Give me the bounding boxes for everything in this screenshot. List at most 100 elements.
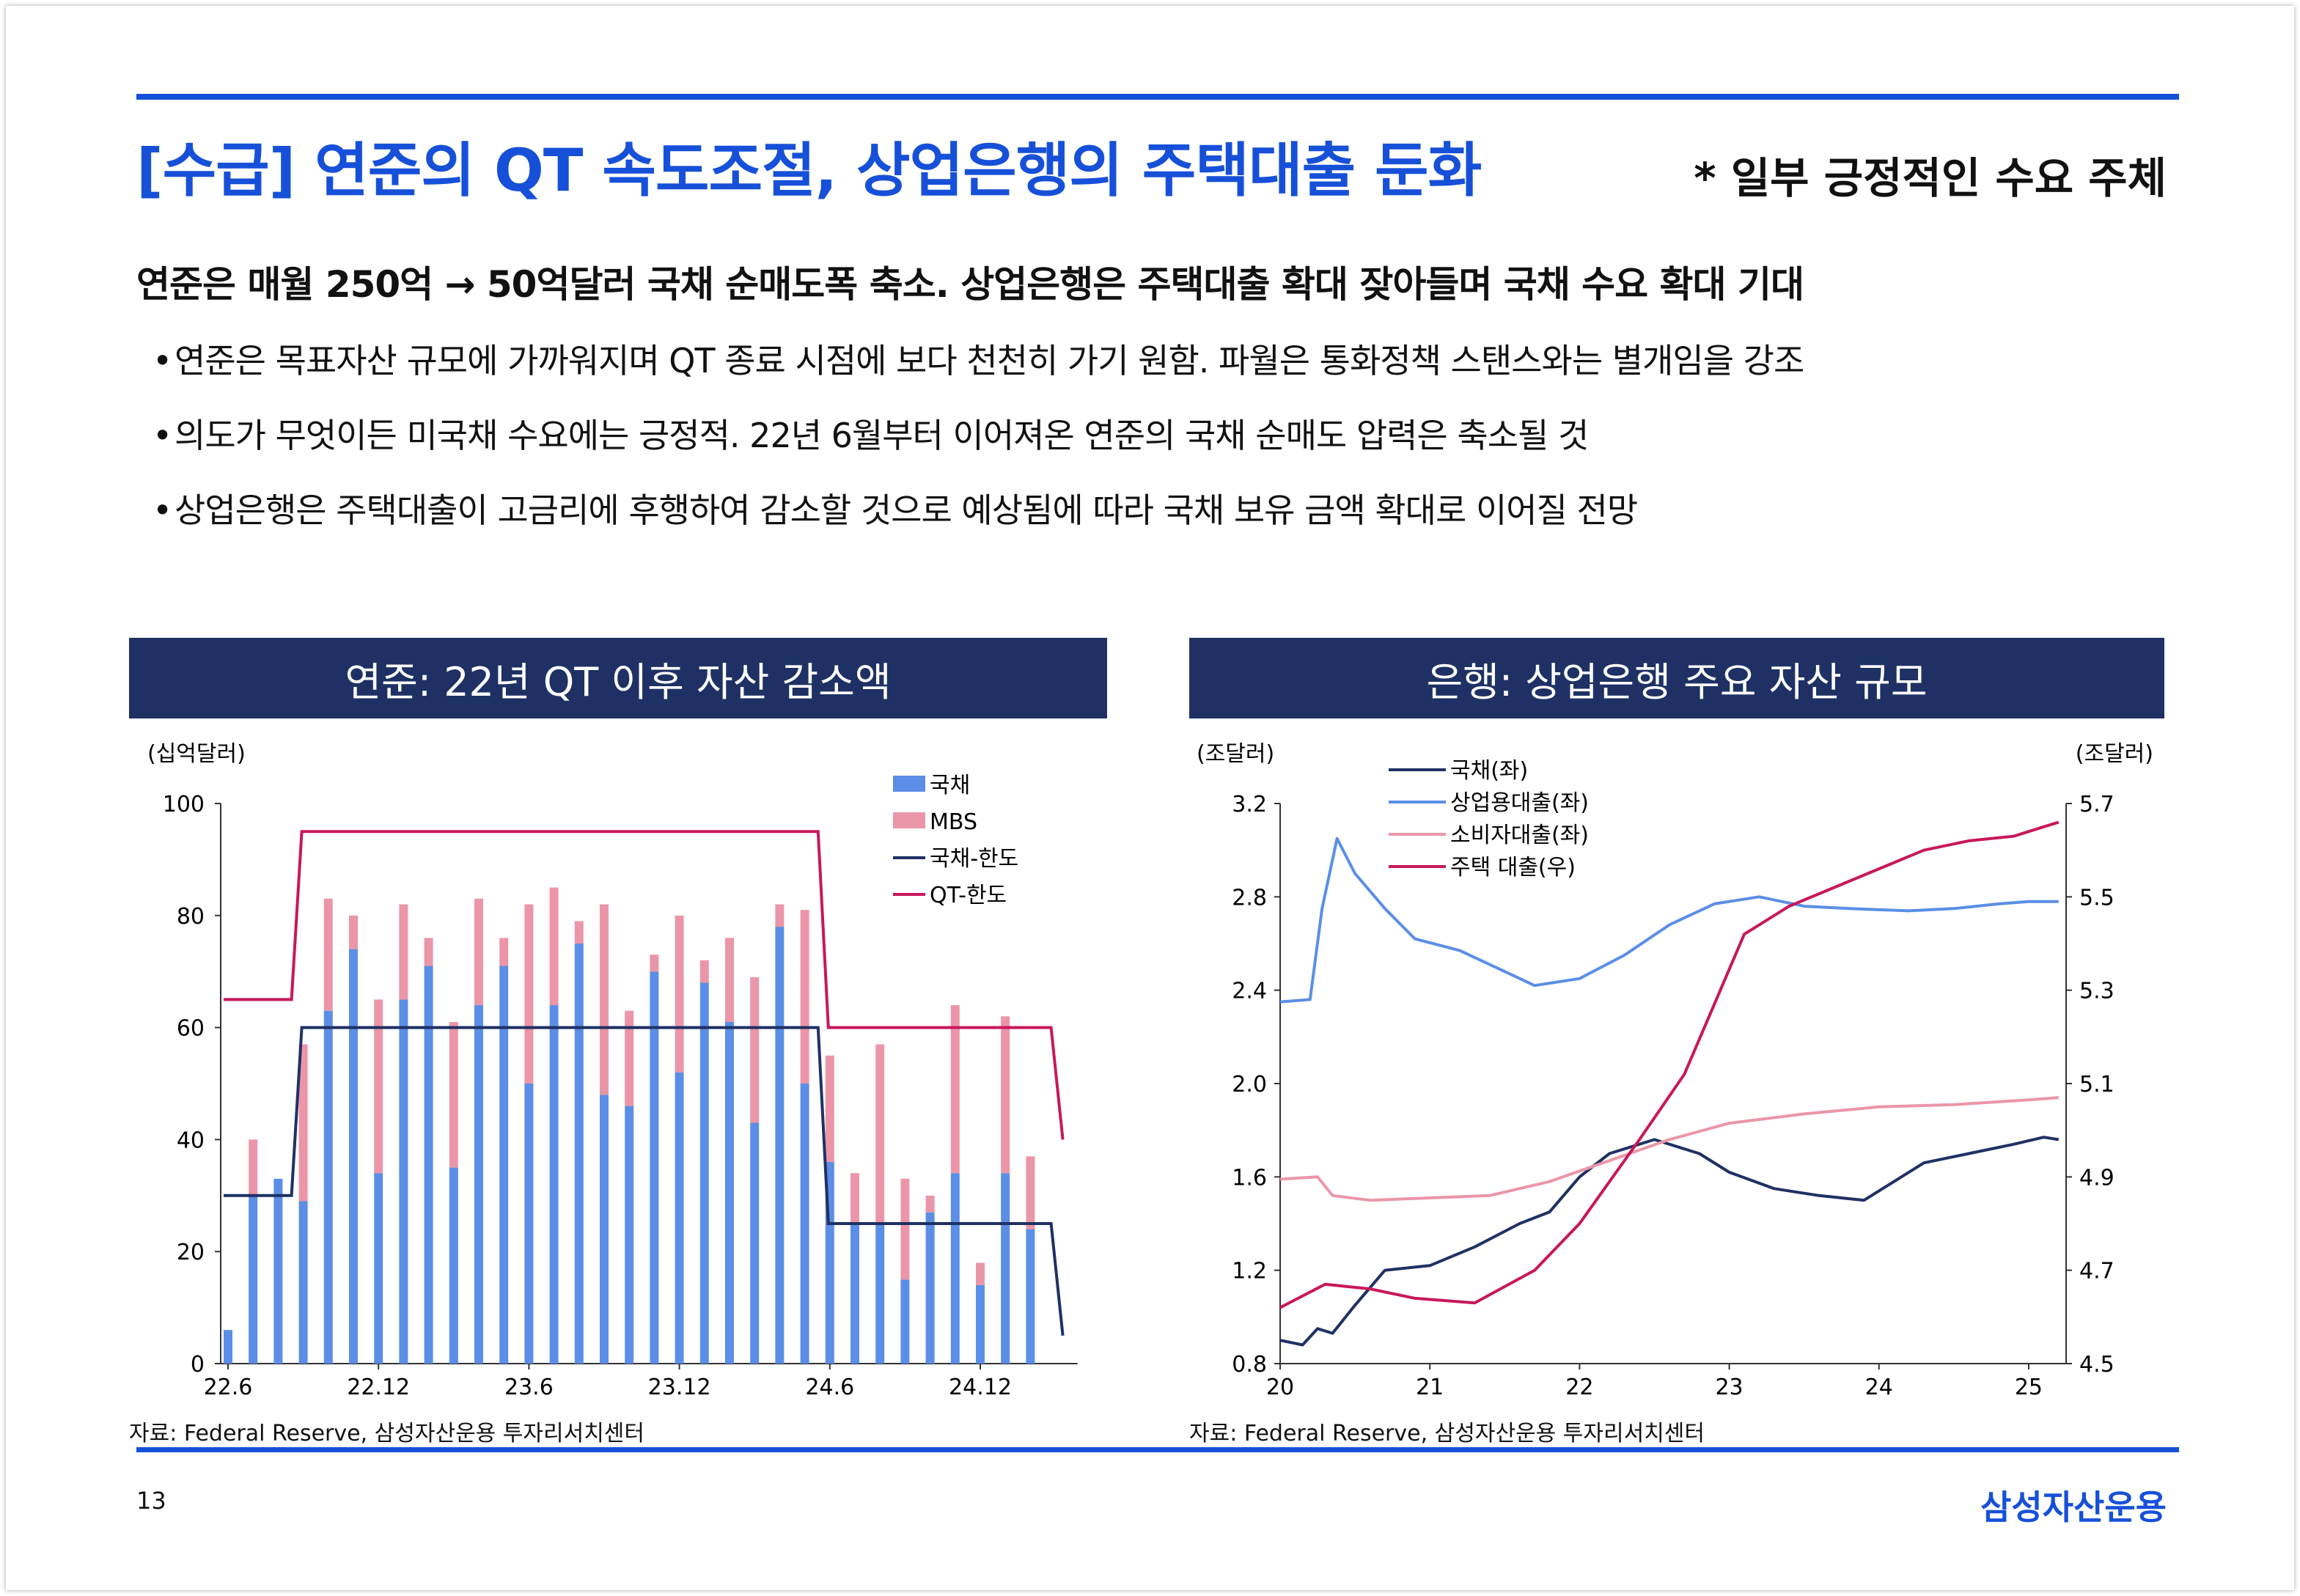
commercial-loan-line xyxy=(1279,836,2059,1004)
right-tick-label: 4.7 xyxy=(2079,1259,2115,1284)
legend-swatch xyxy=(893,776,925,792)
treasury-bar xyxy=(499,966,509,1364)
treasury-bar xyxy=(625,1106,634,1364)
mbs-bar xyxy=(850,1173,859,1224)
treasury-bar xyxy=(349,949,358,1364)
treasury-bar xyxy=(323,1010,333,1364)
mbs-bar xyxy=(925,1195,935,1213)
left-tick-label: 3.2 xyxy=(1232,792,1267,817)
fed-chart-title: 연준: 22년 QT 이후 자산 감소액 xyxy=(129,638,1107,718)
legend-label: 상업용대출(좌) xyxy=(1450,790,1589,816)
legend-swatch xyxy=(893,812,925,828)
mbs-bar xyxy=(600,904,609,1095)
fed-chart-source: 자료: Federal Reserve, 삼성자산운용 투자리서치센터 xyxy=(129,1421,644,1446)
treasury-bar xyxy=(600,1095,609,1364)
legend-label: 주택 대출(우) xyxy=(1450,855,1576,880)
x-tick-label: 23.12 xyxy=(648,1375,711,1400)
treasury-bar xyxy=(976,1285,985,1364)
treasury-bar xyxy=(699,982,709,1364)
mbs-bar xyxy=(374,999,383,1174)
treasury-bar xyxy=(374,1173,383,1364)
y-tick-label: 0 xyxy=(191,1352,205,1378)
right-tick-label: 5.7 xyxy=(2079,792,2115,817)
bullet-item: •연준은 목표자산 규모에 가까워지며 QT 종료 시점에 보다 천천히 가기 … xyxy=(153,334,1804,383)
mbs-bar xyxy=(625,1010,634,1106)
treasury-bar xyxy=(850,1224,859,1364)
legend-label: 소비자대출(좌) xyxy=(1450,823,1589,848)
x-tick-label: 23.6 xyxy=(504,1375,554,1400)
page-title: [수급] 연준의 QT 속도조절, 상업은행의 주택대출 둔화 xyxy=(136,136,1482,205)
mbs-bar xyxy=(976,1262,985,1286)
mbs-bar xyxy=(574,921,584,944)
bottom-rule xyxy=(136,1447,2179,1452)
mbs-bar xyxy=(675,915,684,1073)
x-tick-label: 22.6 xyxy=(204,1375,253,1400)
lead-text: 연준은 매월 250억 → 50억달러 국채 순매도폭 축소. 상업은행은 주택… xyxy=(136,263,1804,306)
mbs-bar xyxy=(298,1044,308,1202)
bank-chart-title: 은행: 상업은행 주요 자산 규모 xyxy=(1189,638,2164,718)
mbs-bar xyxy=(549,887,559,1006)
mbs-bar xyxy=(474,898,483,1006)
treasury-bar xyxy=(925,1212,935,1364)
treasury-bar xyxy=(298,1201,308,1364)
y-axis-unit-label: (십억달러) xyxy=(147,741,246,767)
bullet-text: 연준은 목표자산 규모에 가까워지며 QT 종료 시점에 보다 천천히 가기 원… xyxy=(174,341,1804,380)
mbs-bar xyxy=(800,910,809,1084)
left-tick-label: 2.0 xyxy=(1232,1072,1267,1097)
mbs-bar xyxy=(1026,1156,1035,1229)
page-number: 13 xyxy=(136,1487,166,1515)
mbs-bar xyxy=(1001,1016,1010,1174)
mbs-bar xyxy=(699,960,709,983)
title-note: * 일부 긍정적인 수요 주체 xyxy=(1694,153,2167,203)
mbs-bar xyxy=(650,955,659,972)
x-tick-label: 21 xyxy=(1416,1375,1444,1400)
consumer-loan-line xyxy=(1279,1096,2059,1202)
legend-label: 국채(좌) xyxy=(1450,758,1528,784)
mbs-bar xyxy=(399,904,408,1000)
slide: [수급] 연준의 QT 속도조절, 상업은행의 주택대출 둔화 * 일부 긍정적… xyxy=(6,6,2294,1590)
left-tick-label: 2.4 xyxy=(1232,979,1267,1004)
mortgage-line xyxy=(1279,820,2060,1309)
y-tick-label: 60 xyxy=(177,1016,205,1042)
x-tick-label: 25 xyxy=(2015,1375,2043,1400)
treasury-bar xyxy=(750,1122,760,1364)
right-tick-label: 5.5 xyxy=(2079,885,2115,911)
treasury-bar xyxy=(650,971,659,1364)
left-tick-label: 2.8 xyxy=(1232,885,1267,911)
treasury-bar xyxy=(399,999,408,1364)
fed-qt-chart: (십억달러) 0 20 40 60 80 100 22.6 22.12 23.6 23.12 24.6… xyxy=(147,741,1078,1400)
left-tick-label: 1.2 xyxy=(1232,1259,1267,1284)
treasury-bar xyxy=(574,944,584,1364)
bank-assets-chart: (조달러) (조달러) 0.8 1.2 1.6 2.0 2.4 2.8 3.2 4.5 4.7 4.9… xyxy=(1197,741,2153,1400)
left-axis-unit-label: (조달러) xyxy=(1197,741,1274,767)
treasury-bar xyxy=(424,966,433,1364)
legend-label: QT-한도 xyxy=(930,883,1007,908)
right-tick-label: 5.3 xyxy=(2079,979,2115,1004)
mbs-bar xyxy=(825,1055,834,1162)
treasury-bar xyxy=(875,1224,885,1364)
mbs-bar xyxy=(449,1021,458,1168)
treasury-bar xyxy=(950,1173,960,1364)
treasury-bar xyxy=(900,1279,910,1364)
treasury-line xyxy=(1279,1136,2060,1347)
x-tick-label: 24 xyxy=(1865,1375,1893,1400)
y-tick-label: 40 xyxy=(177,1128,205,1153)
treasury-bar xyxy=(474,1005,483,1364)
treasury-bar xyxy=(449,1167,458,1364)
mbs-bar xyxy=(249,1139,258,1196)
bullet-item: •상업은행은 주택대출이 고금리에 후행하여 감소할 것으로 예상됨에 따라 국… xyxy=(153,484,1638,532)
top-rule xyxy=(136,94,2179,100)
bank-chart-source: 자료: Federal Reserve, 삼성자산운용 투자리서치센터 xyxy=(1189,1421,1705,1446)
treasury-bar xyxy=(249,1195,258,1364)
treasury-bar xyxy=(675,1072,684,1364)
mbs-bar xyxy=(323,898,333,1011)
left-tick-label: 1.6 xyxy=(1232,1165,1267,1191)
treasury-bar xyxy=(1026,1229,1035,1364)
x-tick-label: 23 xyxy=(1715,1375,1743,1400)
x-tick-label: 22.12 xyxy=(347,1375,410,1400)
treasury-bar xyxy=(1001,1173,1010,1364)
x-tick-label: 22 xyxy=(1565,1375,1593,1400)
qt-cap-line xyxy=(224,830,1065,1140)
x-tick-label: 20 xyxy=(1266,1375,1294,1400)
left-tick-label: 0.8 xyxy=(1232,1352,1267,1378)
